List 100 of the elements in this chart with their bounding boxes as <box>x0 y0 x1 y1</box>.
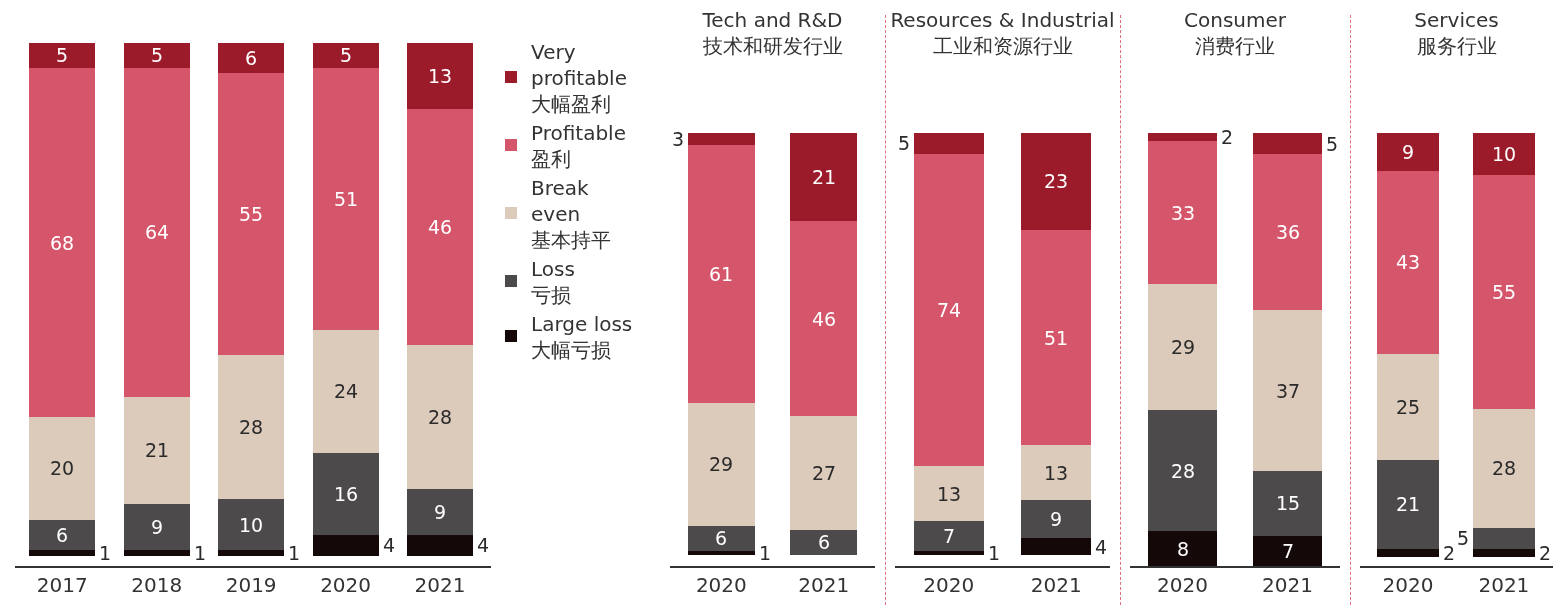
bar <box>406 42 474 110</box>
bar <box>688 403 755 526</box>
bar <box>406 345 474 489</box>
bar <box>1376 548 1440 558</box>
x-tick-label: 2020 <box>695 573 747 597</box>
bar <box>1472 527 1536 549</box>
data-label: 4 <box>1095 536 1108 558</box>
data-label: 6 <box>715 527 728 549</box>
bar <box>913 521 984 551</box>
bar <box>1472 132 1536 176</box>
bar <box>688 145 755 404</box>
bar <box>123 42 190 69</box>
data-label: 5 <box>151 44 164 66</box>
bar <box>312 329 379 453</box>
bar <box>29 550 96 556</box>
bar <box>406 488 474 536</box>
data-label: 2 <box>1539 542 1552 564</box>
x-tick-label: 2021 <box>1262 573 1313 597</box>
bar <box>1148 410 1217 532</box>
data-label: 2 <box>1443 542 1456 564</box>
x-tick-label: 2021 <box>798 573 850 597</box>
chart-title: Tech and R&D 技术和研发行业 <box>701 8 843 59</box>
data-label: 43 <box>1396 251 1421 273</box>
bar <box>123 396 190 505</box>
data-label: 4 <box>383 534 396 556</box>
data-label: 13 <box>937 483 962 505</box>
bar <box>1376 353 1440 460</box>
data-label: 61 <box>709 263 734 285</box>
data-label: 5 <box>340 44 353 66</box>
bar <box>406 535 474 556</box>
bar <box>218 355 285 500</box>
data-label: 1 <box>194 542 207 564</box>
bar <box>1021 538 1092 556</box>
data-label: 7 <box>1282 540 1295 562</box>
bar <box>1253 310 1322 471</box>
bar <box>790 415 858 530</box>
data-label: 64 <box>145 221 170 243</box>
data-label: 5 <box>56 44 69 66</box>
bar <box>406 109 474 346</box>
bar <box>1472 408 1536 528</box>
data-label: 6 <box>245 47 258 69</box>
data-label: 28 <box>239 416 264 438</box>
bar <box>790 529 858 556</box>
data-label: 5 <box>1457 527 1470 549</box>
legend-label: Very profitable 大幅盈利 <box>531 39 627 116</box>
data-label: 10 <box>239 514 264 536</box>
bar <box>312 452 379 536</box>
data-label: 5 <box>1326 133 1339 155</box>
data-label: 10 <box>1492 143 1517 165</box>
data-label: 6 <box>818 531 831 553</box>
data-label: 5 <box>898 132 911 154</box>
x-tick-label: 2020 <box>923 573 975 597</box>
bar <box>1472 175 1536 409</box>
data-label: 13 <box>428 65 453 87</box>
data-label: 51 <box>334 188 359 210</box>
data-label: 16 <box>334 483 359 505</box>
bar <box>123 504 190 551</box>
data-label: 1 <box>99 542 112 564</box>
bar <box>790 221 858 416</box>
x-tick-label: 2019 <box>225 573 277 597</box>
bar <box>1472 548 1536 558</box>
bar <box>688 550 755 556</box>
legend-label: Break even 基本持平 <box>531 175 611 252</box>
x-tick-label: 2017 <box>36 573 88 597</box>
data-label: 15 <box>1276 492 1301 514</box>
data-label: 51 <box>1044 327 1069 349</box>
data-label: 25 <box>1396 396 1421 418</box>
legend-label: Profitable 盈利 <box>531 120 626 171</box>
bar <box>1253 535 1322 566</box>
data-label: 21 <box>1396 493 1421 515</box>
bar <box>123 550 190 556</box>
data-label: 4 <box>477 534 490 556</box>
data-label: 55 <box>239 203 264 225</box>
data-label: 21 <box>812 166 837 188</box>
bar <box>1376 132 1440 171</box>
data-label: 37 <box>1276 380 1301 402</box>
x-tick-label: 2018 <box>131 573 183 597</box>
data-label: 1 <box>759 542 772 564</box>
bar <box>1253 132 1322 155</box>
data-label: 9 <box>151 516 164 538</box>
chart-title: Services 服务行业 <box>1414 8 1499 59</box>
bar <box>1021 229 1092 446</box>
data-label: 8 <box>1177 538 1190 560</box>
bar <box>1021 445 1092 501</box>
data-label: 74 <box>937 299 962 321</box>
bar <box>1021 500 1092 539</box>
bar <box>688 132 755 146</box>
bar <box>312 68 379 330</box>
data-label: 29 <box>1171 336 1196 358</box>
data-label: 28 <box>1171 460 1196 482</box>
data-label: 29 <box>709 453 734 475</box>
data-label: 46 <box>812 308 837 330</box>
bar <box>913 466 984 522</box>
data-label: 9 <box>1402 141 1415 163</box>
bar <box>1253 470 1322 536</box>
bar <box>29 68 96 418</box>
bar <box>312 535 379 556</box>
bar <box>218 73 285 356</box>
data-label: 33 <box>1171 202 1196 224</box>
x-tick-label: 2021 <box>1030 573 1082 597</box>
